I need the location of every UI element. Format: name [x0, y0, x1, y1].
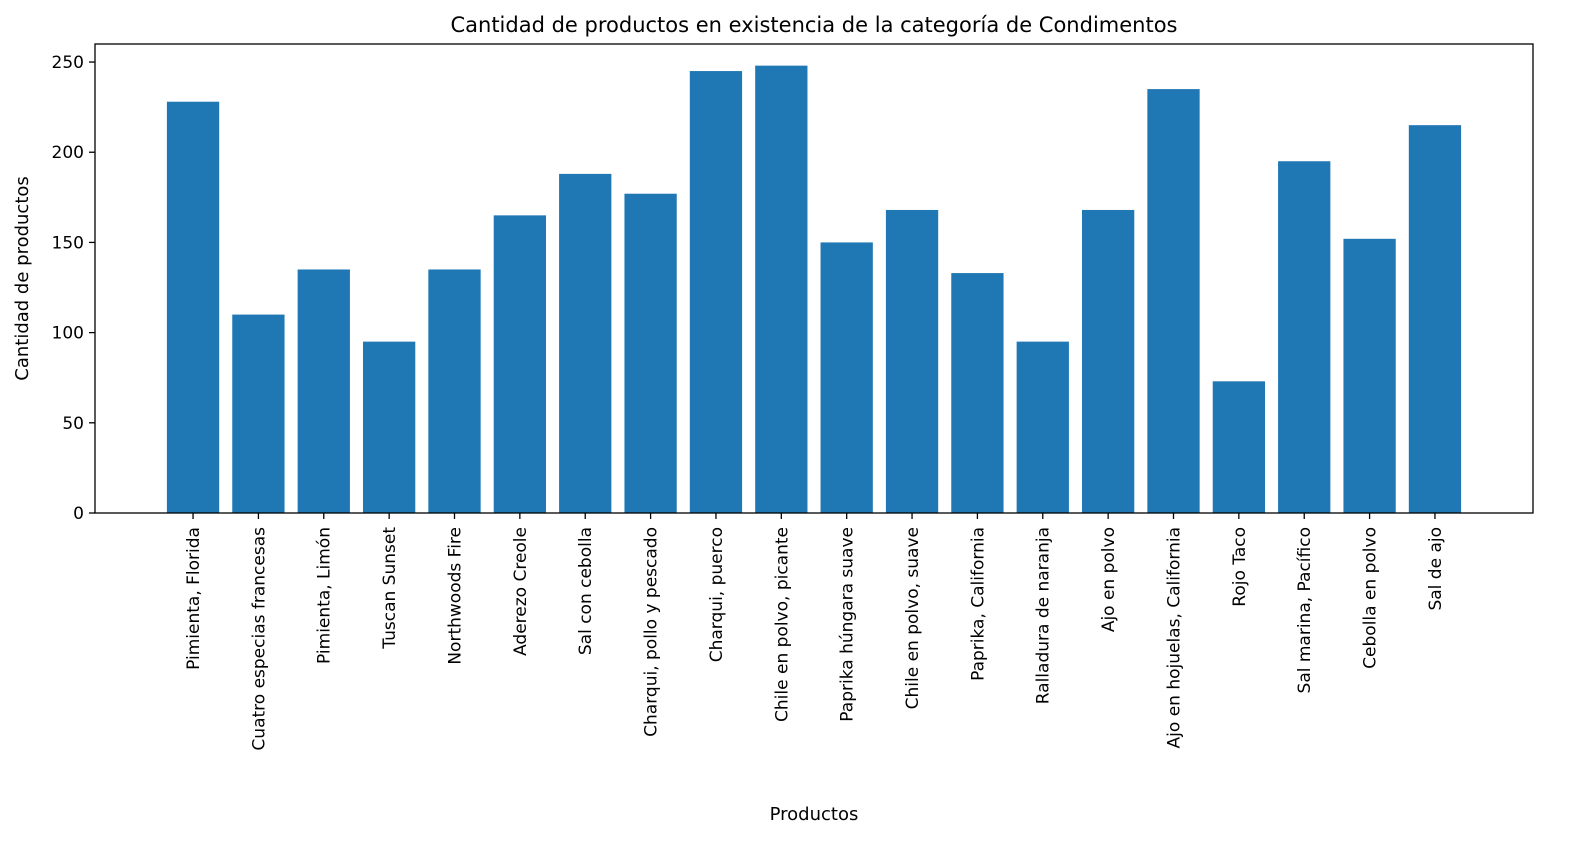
x-tick-label: Chile en polvo, suave	[903, 527, 923, 709]
x-tick-label: Ralladura de naranja	[1034, 527, 1054, 704]
bar	[1016, 341, 1069, 513]
bar	[1278, 161, 1331, 513]
x-tick-label: Sal marina, Pacífico	[1295, 527, 1315, 693]
x-tick-label: Ajo en hojuelas, California	[1164, 527, 1184, 748]
chart-title: Cantidad de productos en existencia de l…	[450, 13, 1177, 37]
bar	[1147, 89, 1200, 513]
bar	[755, 65, 808, 514]
x-tick-label: Ajo en polvo	[1099, 527, 1119, 632]
bar	[689, 71, 743, 514]
x-axis-label: Productos	[770, 804, 859, 825]
x-tick-label: Pimienta, Limón	[315, 527, 335, 664]
x-tick-label: Sal con cebolla	[576, 527, 596, 655]
x-tick-label: Charqui, puerco	[707, 527, 727, 662]
x-tick-label: Northwoods Fire	[445, 527, 465, 665]
bar	[1081, 209, 1135, 513]
x-tick-label: Pimienta, Florida	[184, 527, 204, 670]
x-tick-label: Paprika, California	[968, 527, 988, 681]
y-tick-label: 0	[73, 504, 84, 524]
bar	[559, 173, 612, 513]
bar	[624, 193, 677, 513]
y-axis-label: Cantidad de productos	[12, 176, 33, 381]
bar	[166, 101, 220, 513]
bar	[951, 273, 1004, 513]
bar	[1212, 381, 1266, 513]
x-tick-label: Charqui, pollo y pescado	[642, 527, 662, 737]
y-tick-label: 250	[52, 53, 84, 73]
x-tick-label: Tuscan Sunset	[380, 527, 400, 650]
plot-frame	[94, 43, 1534, 514]
y-tick-label: 150	[52, 233, 84, 253]
bar	[1408, 125, 1462, 513]
bar	[232, 314, 285, 513]
bar	[297, 269, 350, 513]
bars-group	[166, 65, 1462, 514]
y-tick-label: 50	[62, 414, 84, 434]
x-tick-label: Cebolla en polvo	[1361, 527, 1381, 669]
y-tick-label: 200	[52, 143, 84, 163]
bar	[362, 341, 416, 513]
bar	[493, 215, 547, 513]
bar	[820, 242, 873, 513]
x-tick-label: Aderezo Creole	[511, 527, 531, 656]
x-tick-label: Sal de ajo	[1426, 527, 1446, 611]
x-tick-label: Cuatro especias francesas	[249, 527, 269, 751]
bar	[1343, 238, 1396, 514]
bar	[885, 209, 939, 513]
y-axis: 0 50 100 150 200 250	[52, 53, 95, 524]
y-tick-label: 100	[52, 324, 84, 344]
bar	[428, 269, 481, 513]
x-tick-label: Rojo Taco	[1230, 527, 1250, 607]
x-tick-label: Paprika húngara suave	[838, 527, 858, 722]
x-tick-label: Chile en polvo, picante	[772, 527, 792, 722]
x-axis: Pimienta, Florida Cuatro especias frances…	[184, 513, 1446, 751]
